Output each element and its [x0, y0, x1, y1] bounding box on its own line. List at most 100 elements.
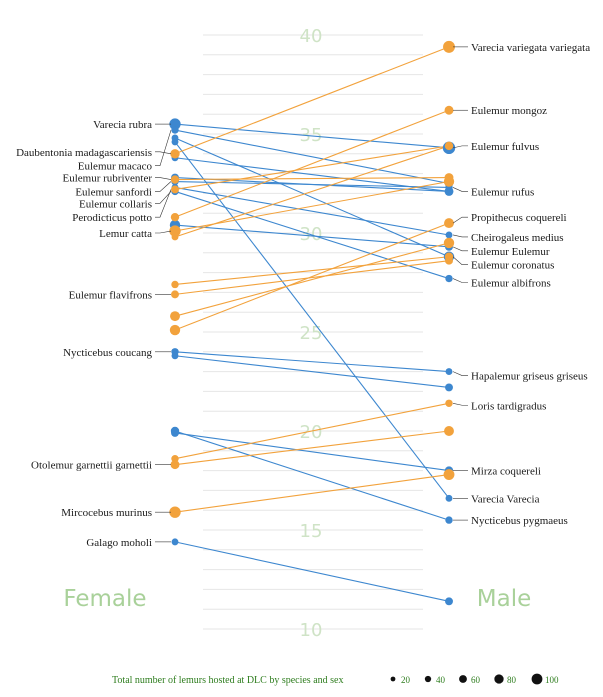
female-series-label: Daubentonia madagascariensis [16, 147, 152, 159]
chart-title: Total number of lemurs hosted at DLC by … [112, 675, 343, 686]
female-point [171, 429, 179, 437]
female-series-label: Otolemur garnettii garnettii [31, 460, 152, 472]
female-point [169, 118, 181, 130]
female-point [171, 138, 179, 146]
female-point [171, 538, 179, 546]
label-leader [452, 402, 468, 406]
female-point [171, 455, 179, 463]
y-tick-label: 40 [300, 26, 323, 47]
size-legend-dot [424, 675, 432, 683]
slope-line [174, 190, 450, 280]
male-point [443, 237, 455, 249]
size-legend: Total number of lemurs hosted at DLC by … [112, 673, 559, 686]
label-leader [155, 189, 172, 218]
label-leader [452, 278, 468, 283]
male-point [443, 40, 455, 53]
slope-line [174, 222, 450, 331]
label-leader [452, 234, 468, 238]
male-series-label: Cheirogaleus medius [471, 232, 564, 244]
size-legend-value: 20 [401, 675, 411, 685]
male-point [445, 494, 453, 502]
female-point [170, 212, 180, 222]
y-tick-label: 15 [300, 521, 323, 542]
slope-line [174, 46, 450, 155]
male-series-label: Propithecus coquereli [471, 212, 567, 224]
male-point [445, 597, 453, 606]
male-point [443, 176, 455, 187]
male-point [444, 426, 454, 436]
slope-line [174, 186, 450, 236]
male-series-label: Mirza coquereli [471, 466, 541, 478]
female-point [171, 290, 179, 299]
male-point [445, 142, 453, 150]
size-legend-dot [459, 675, 467, 683]
female-series-label: Perodicticus potto [72, 212, 152, 224]
male-series-label: Eulemur rufus [471, 186, 534, 198]
female-point [171, 126, 179, 134]
male-series-label: Eulemur fulvus [471, 141, 539, 153]
size-legend-value: 60 [471, 675, 481, 685]
label-leader [452, 256, 468, 265]
slope-line [174, 432, 450, 472]
y-tick-label: 20 [300, 422, 323, 443]
female-series-label: Eulemur rubriventer [63, 173, 153, 185]
female-point [170, 460, 180, 470]
male-series-label: Eulemur albifrons [471, 278, 551, 290]
female-point [169, 225, 181, 237]
male-series-label: Varecia variegata variegata [471, 42, 590, 54]
label-leader [155, 191, 172, 204]
female-point [170, 175, 180, 184]
slope-line [174, 242, 450, 317]
slope-line [174, 430, 450, 466]
slope-line [174, 402, 450, 460]
male-series-label: Eulemur Eulemur [471, 246, 550, 258]
size-legend-value: 80 [507, 675, 517, 685]
size-legend-dot [531, 673, 543, 685]
slope-line [174, 145, 450, 190]
slope-line [174, 541, 450, 602]
male-point [445, 231, 453, 239]
male-series-label: Eulemur coronatus [471, 260, 554, 272]
gridlines: 10152025303540 [203, 26, 423, 641]
female-point [171, 185, 179, 194]
slope-line [174, 145, 450, 238]
label-leader [452, 187, 468, 192]
slope-line [174, 157, 450, 192]
slope-line [174, 137, 450, 258]
female-series-label: Eulemur collaris [79, 198, 152, 210]
male-series-label: Hapalemur griseus griseus [471, 371, 588, 383]
male-series-label: Loris tardigradus [471, 400, 546, 412]
size-legend-dot [390, 676, 396, 682]
male-point [445, 399, 453, 407]
label-leader [452, 216, 468, 224]
male-point [445, 368, 453, 376]
slope-line [174, 224, 450, 248]
female-point [169, 324, 181, 336]
label-leader [155, 181, 172, 192]
male-point [444, 105, 454, 115]
male-series-label: Eulemur mongoz [471, 105, 547, 117]
female-series-label: Eulemur flavifrons [69, 289, 152, 301]
slope-lines [174, 46, 450, 602]
label-leader [155, 151, 172, 155]
slope-line [174, 355, 450, 388]
female-point [170, 149, 180, 159]
female-point [171, 280, 179, 289]
female-point [170, 311, 180, 322]
slope-line [174, 177, 450, 181]
female-point [171, 233, 179, 241]
female-series-label: Eulemur sanfordi [75, 186, 152, 198]
label-leader [155, 177, 172, 180]
y-tick-label: 25 [300, 323, 323, 344]
female-series-label: Galago moholi [86, 537, 152, 549]
male-series-label: Varecia Varecia [471, 493, 540, 505]
y-tick-label: 10 [300, 620, 323, 641]
size-legend-dot [494, 674, 504, 684]
label-leader [452, 246, 468, 252]
size-legend-value: 40 [436, 675, 446, 685]
size-legend-value: 100 [545, 675, 559, 685]
female-series-label: Mircocebus murinus [61, 507, 152, 519]
slope-line [174, 180, 450, 232]
label-leader [155, 129, 172, 166]
